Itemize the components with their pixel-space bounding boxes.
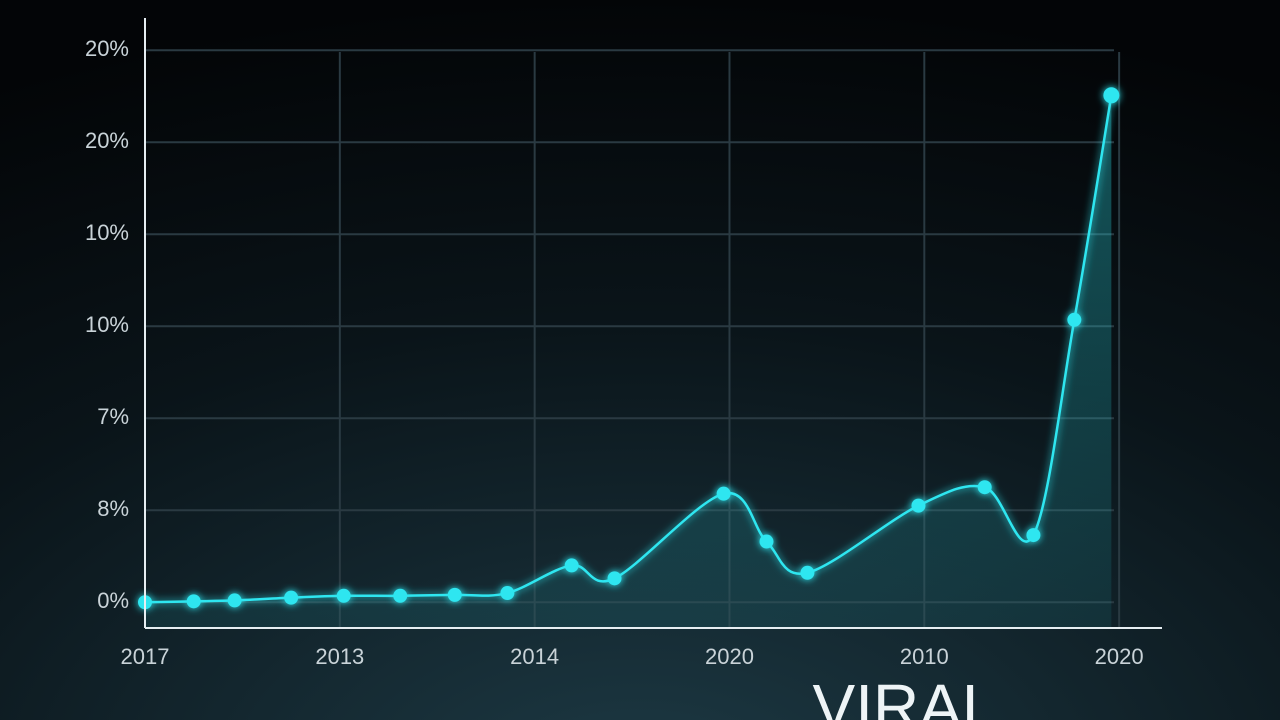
y-tick-label: 0% bbox=[97, 588, 129, 613]
point bbox=[564, 558, 579, 573]
point bbox=[500, 586, 515, 601]
point bbox=[186, 594, 201, 609]
point bbox=[716, 486, 731, 501]
point bbox=[759, 534, 774, 549]
area bbox=[145, 95, 1112, 629]
point bbox=[1103, 87, 1120, 104]
plot bbox=[138, 87, 1120, 629]
x-tick-label: 2020 bbox=[1095, 644, 1144, 669]
point bbox=[1067, 312, 1082, 327]
point bbox=[227, 593, 242, 608]
point bbox=[977, 480, 992, 495]
y-tick-label: 8% bbox=[97, 496, 129, 521]
point bbox=[393, 588, 408, 603]
y-tick-label: 10% bbox=[85, 312, 129, 337]
y-tick-label: 10% bbox=[85, 220, 129, 245]
x-tick-label: 2014 bbox=[510, 644, 559, 669]
point bbox=[1026, 528, 1041, 543]
x-tick-label: 2017 bbox=[121, 644, 170, 669]
y-tick-label: 20% bbox=[85, 36, 129, 61]
point bbox=[336, 588, 351, 603]
point bbox=[911, 498, 926, 513]
y-tick-label: 20% bbox=[85, 128, 129, 153]
point bbox=[607, 571, 622, 586]
x-tick-label: 2013 bbox=[315, 644, 364, 669]
x-tick-label: 2010 bbox=[900, 644, 949, 669]
caption: VIRAL bbox=[813, 671, 998, 720]
x-tick-label: 2020 bbox=[705, 644, 754, 669]
point bbox=[800, 565, 815, 580]
y-tick-label: 7% bbox=[97, 404, 129, 429]
point bbox=[284, 590, 299, 605]
point bbox=[447, 587, 462, 602]
